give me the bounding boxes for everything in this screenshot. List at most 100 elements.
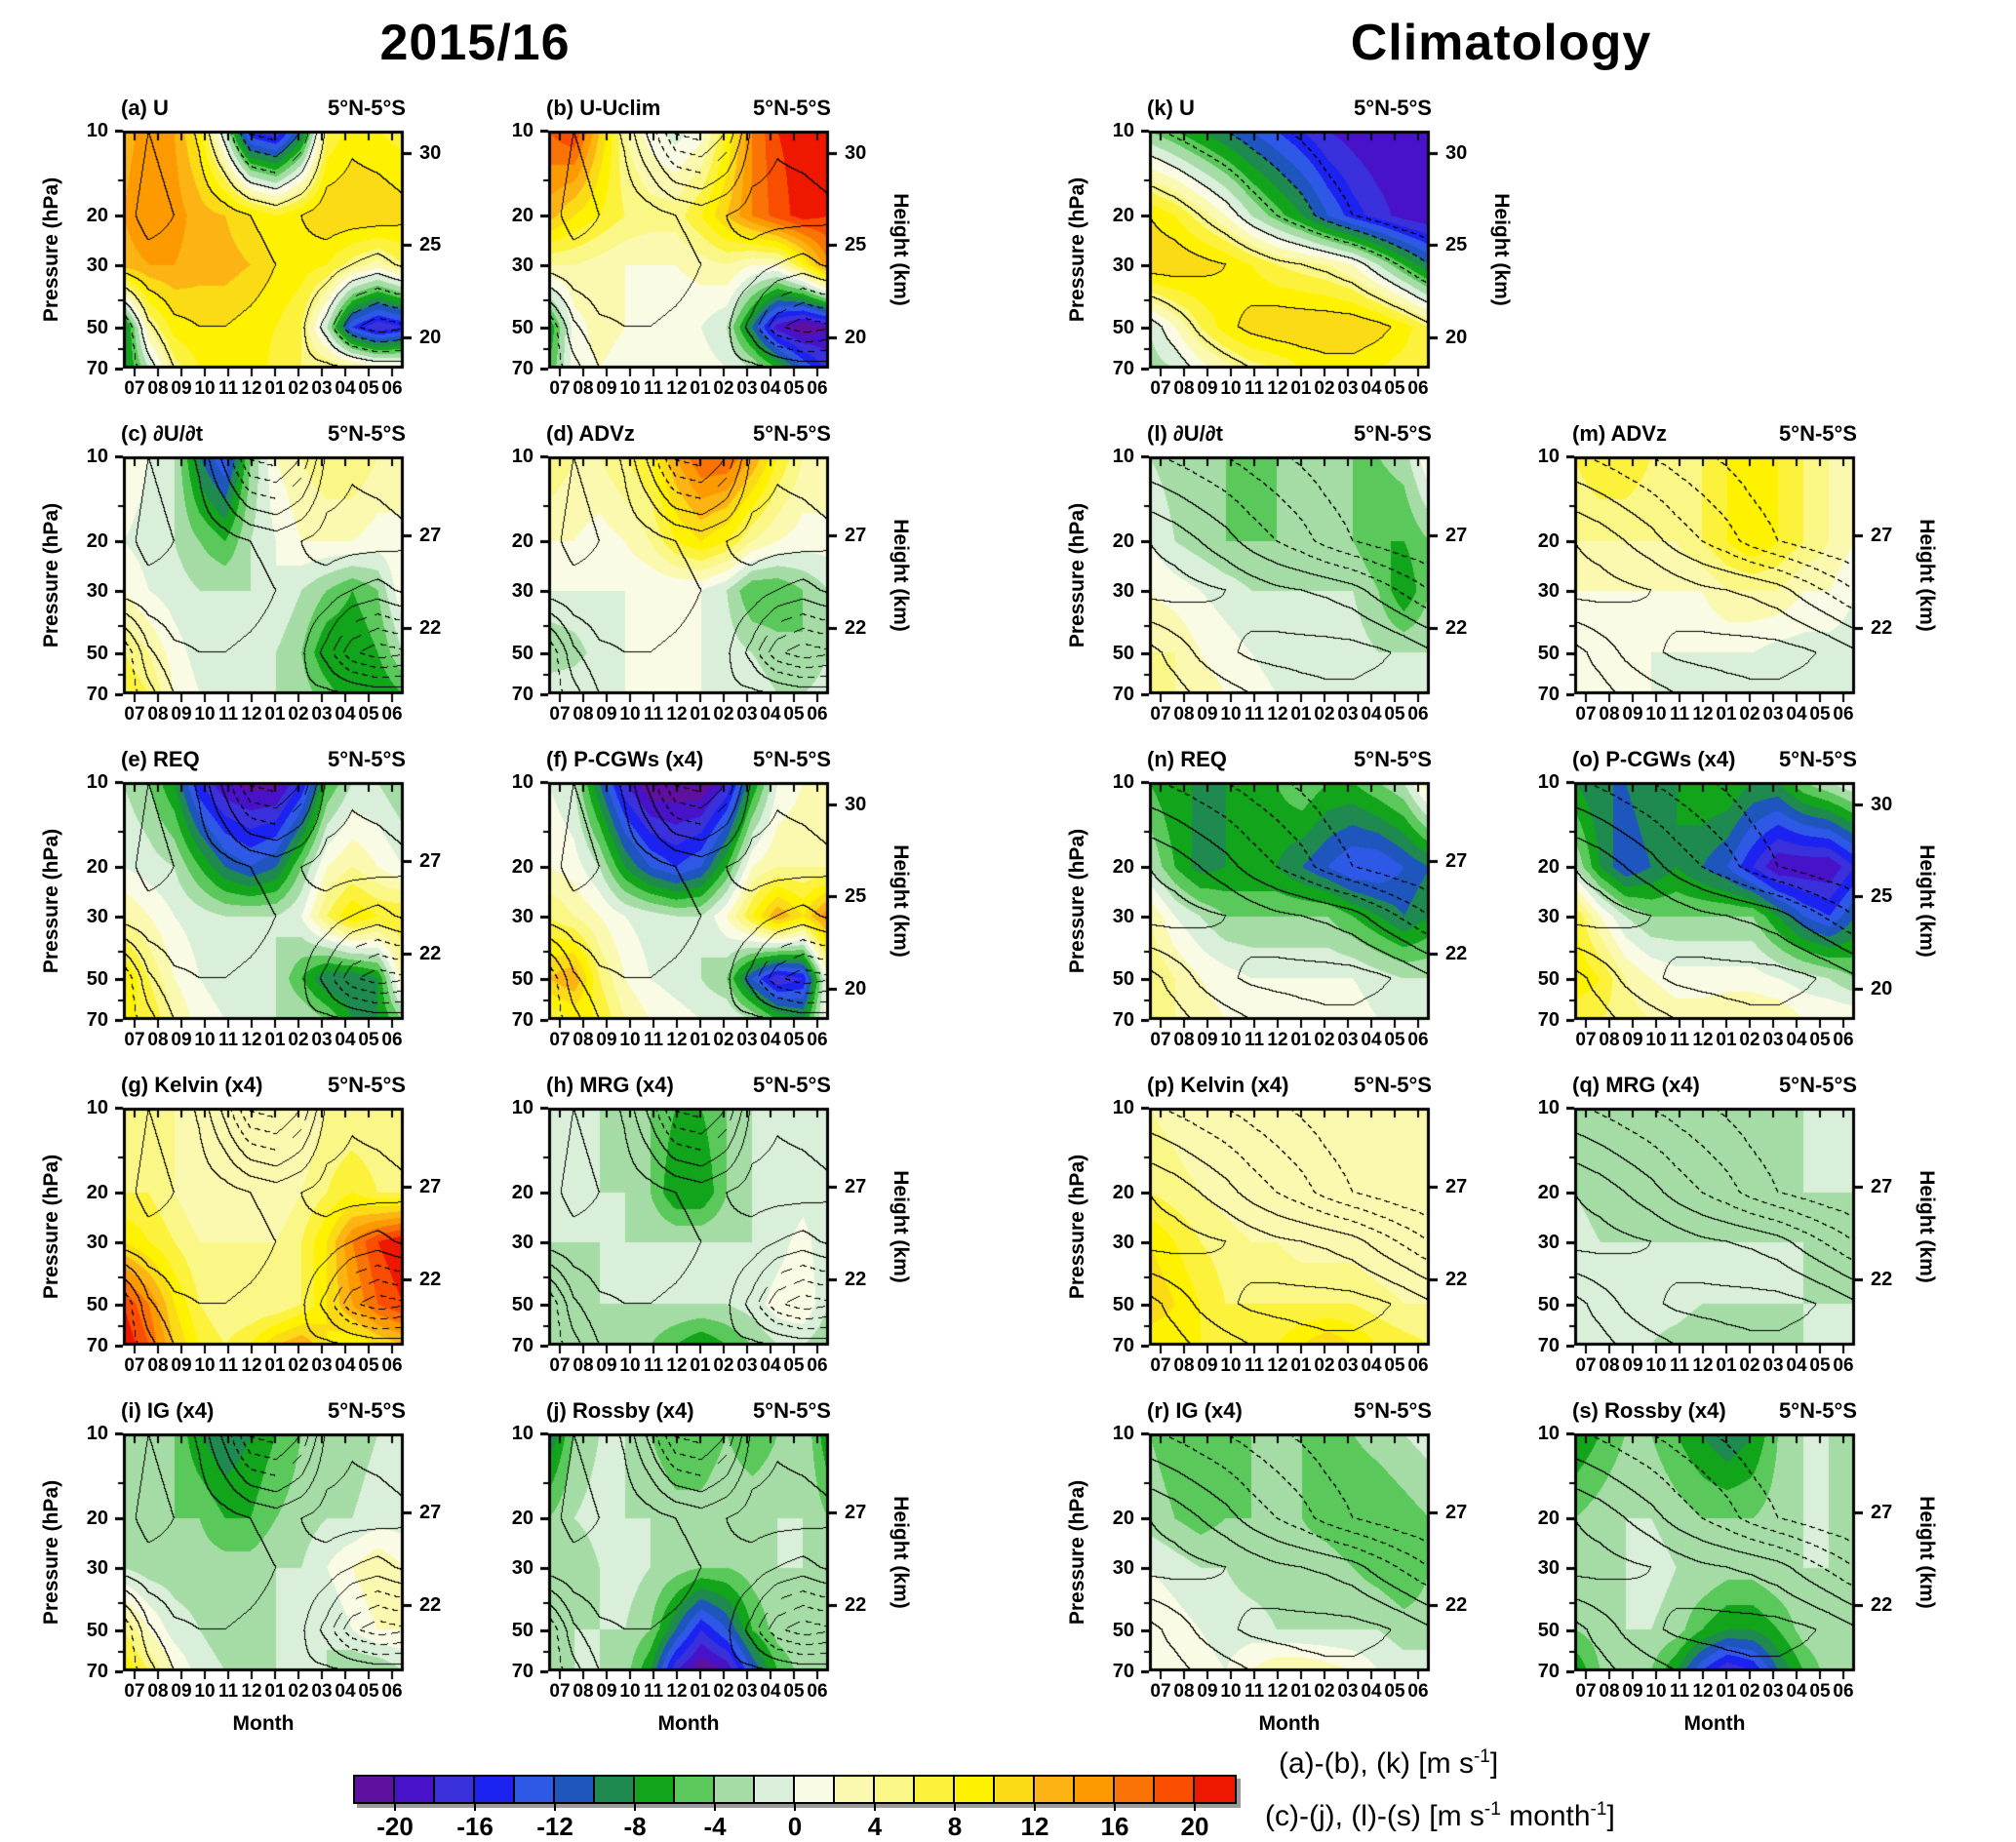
plot-column: (d) ADVz 5°N-5°S 07 08 09 10 11 12 01 02… xyxy=(540,419,837,727)
contour-canvas-m xyxy=(1566,449,1863,702)
panel-title-row: (e) REQ 5°N-5°S xyxy=(115,745,412,774)
month-tick-label: 08 xyxy=(147,378,169,399)
pressure-tick-label: 30 xyxy=(86,1557,108,1579)
month-tick-label: 11 xyxy=(1244,1030,1265,1050)
pressure-axis-title-col: Pressure (hPa) xyxy=(1061,745,1094,1036)
colorbar-cell xyxy=(475,1777,515,1802)
month-tick-label: 10 xyxy=(1220,378,1242,399)
latitude-range-label: 5°N-5°S xyxy=(328,1398,406,1423)
month-tick-labels: 07 08 09 10 11 12 01 02 03 04 05 06 xyxy=(1141,1028,1438,1053)
month-tick-labels: 07 08 09 10 11 12 01 02 03 04 05 06 xyxy=(115,1679,412,1705)
panel-title: (o) P-CGWs (x4) xyxy=(1572,747,1736,771)
month-tick-label: 06 xyxy=(807,704,828,725)
height-tick-label: 30 xyxy=(1871,794,1893,816)
month-tick-label: 11 xyxy=(1669,1355,1690,1376)
month-tick-labels: 07 08 09 10 11 12 01 02 03 04 05 06 xyxy=(540,376,837,402)
pressure-tick-label: 50 xyxy=(1537,643,1560,664)
height-tick-label: 27 xyxy=(419,1501,442,1523)
month-tick-label: 03 xyxy=(1762,1030,1784,1050)
month-tick-label: 10 xyxy=(194,1030,216,1050)
height-tick-labels: 27 22 xyxy=(1863,419,1912,710)
pressure-tick-label: 70 xyxy=(1112,684,1134,705)
height-tick-labels: 27 22 xyxy=(412,745,460,1036)
panel-title-row: (i) IG (x4) 5°N-5°S xyxy=(115,1396,412,1426)
month-tick-label: 10 xyxy=(1220,704,1242,725)
height-tick-labels: 30 25 20 xyxy=(837,94,886,384)
month-tick-label: 04 xyxy=(760,1355,781,1376)
pressure-tick-labels: 10 20 30 50 70 xyxy=(68,419,115,710)
month-tick-label: 02 xyxy=(713,1681,734,1702)
month-tick-label: 04 xyxy=(1361,1355,1382,1376)
pressure-tick-label: 70 xyxy=(1112,358,1134,379)
month-tick-labels: 07 08 09 10 11 12 01 02 03 04 05 06 xyxy=(1141,1679,1438,1705)
pressure-tick-label: 30 xyxy=(1537,1232,1560,1253)
panel-title: (c) ∂U/∂t xyxy=(121,421,204,446)
pressure-tick-label: 20 xyxy=(86,1182,108,1203)
pressure-tick-label: 20 xyxy=(1537,530,1560,552)
month-tick-label: 08 xyxy=(573,1355,594,1376)
colorbar-tick xyxy=(794,1804,796,1811)
month-tick-label: 08 xyxy=(1599,1681,1620,1702)
panel-title: (p) Kelvin (x4) xyxy=(1147,1073,1289,1097)
month-tick-label: 10 xyxy=(619,378,641,399)
month-tick-label: 08 xyxy=(1173,1355,1195,1376)
latitude-range-label: 5°N-5°S xyxy=(1779,1398,1857,1423)
month-tick-label: 07 xyxy=(1150,1030,1171,1050)
month-tick-label: 02 xyxy=(1314,378,1335,399)
height-tick-label: 27 xyxy=(1871,524,1893,546)
panel-title-row: (m) ADVz 5°N-5°S xyxy=(1566,419,1863,449)
month-tick-label: 03 xyxy=(1337,1030,1359,1050)
latitude-range-label: 5°N-5°S xyxy=(753,1398,831,1423)
height-tick-label: 22 xyxy=(419,616,442,639)
month-tick-label: 06 xyxy=(381,1355,403,1376)
panel-title: (j) Rossby (x4) xyxy=(546,1398,694,1423)
pressure-tick-label: 30 xyxy=(1537,580,1560,602)
panel-title-row: (g) Kelvin (x4) 5°N-5°S xyxy=(115,1071,412,1100)
month-tick-label: 03 xyxy=(311,704,333,725)
pressure-tick-label: 70 xyxy=(1537,684,1560,705)
month-tick-labels: 07 08 09 10 11 12 01 02 03 04 05 06 xyxy=(1141,376,1438,402)
latitude-range-label: 5°N-5°S xyxy=(1354,96,1432,120)
pressure-axis-title: Pressure (hPa) xyxy=(1066,176,1088,323)
panel-r: Pressure (hPa) 10 20 30 50 70 (r) IG (x4… xyxy=(1061,1396,1486,1742)
pressure-axis-title: Pressure (hPa) xyxy=(1066,828,1088,974)
month-tick-labels: 07 08 09 10 11 12 01 02 03 04 05 06 xyxy=(540,1028,837,1053)
month-tick-label: 09 xyxy=(596,704,617,725)
month-tick-label: 03 xyxy=(311,1681,333,1702)
month-tick-label: 03 xyxy=(736,1355,758,1376)
colorbar-tick-label: -16 xyxy=(456,1812,494,1841)
month-tick-label: 01 xyxy=(690,1681,711,1702)
height-axis-title-col: Height (km) xyxy=(1912,1396,1941,1687)
pressure-axis-title-col: Pressure (hPa) xyxy=(35,419,68,710)
colorbar-tick-label: -12 xyxy=(536,1812,573,1841)
month-tick-label: 05 xyxy=(783,1030,805,1050)
legend-text: ] xyxy=(1489,1747,1499,1780)
month-tick-label: 04 xyxy=(335,704,356,725)
pressure-tick-labels: 10 20 30 50 70 xyxy=(494,1071,540,1361)
plot-column: (s) Rossby (x4) 5°N-5°S 07 08 09 10 11 1… xyxy=(1566,1396,1863,1742)
month-tick-label: 08 xyxy=(147,704,169,725)
height-tick-label: 22 xyxy=(1445,942,1468,964)
colorbar-tick xyxy=(554,1804,556,1811)
pressure-tick-label: 50 xyxy=(1537,1294,1560,1315)
pressure-tick-label: 20 xyxy=(1112,530,1134,552)
pressure-tick-label: 70 xyxy=(511,1335,534,1356)
height-axis-title: Height (km) xyxy=(1916,844,1938,958)
month-tick-label: 07 xyxy=(124,1355,145,1376)
height-axis-title: Height (km) xyxy=(1916,1170,1938,1283)
month-tick-label: 10 xyxy=(194,704,216,725)
latitude-range-label: 5°N-5°S xyxy=(753,1073,831,1097)
contour-canvas-i xyxy=(115,1426,412,1679)
height-tick-label: 22 xyxy=(1871,1268,1893,1290)
month-tick-label: 08 xyxy=(573,1681,594,1702)
height-tick-label: 27 xyxy=(1445,1501,1468,1523)
month-tick-label: 06 xyxy=(1407,378,1429,399)
height-axis-title-col: Height (km) xyxy=(886,1071,915,1361)
plot-column: (q) MRG (x4) 5°N-5°S 07 08 09 10 11 12 0… xyxy=(1566,1071,1863,1379)
colorbar-tick xyxy=(1034,1804,1036,1811)
pressure-tick-label: 20 xyxy=(511,1508,534,1529)
panel-title-row: (h) MRG (x4) 5°N-5°S xyxy=(540,1071,837,1100)
colorbar-cell xyxy=(715,1777,755,1802)
month-tick-label: 06 xyxy=(381,704,403,725)
height-tick-labels: 27 22 xyxy=(1863,1071,1912,1361)
